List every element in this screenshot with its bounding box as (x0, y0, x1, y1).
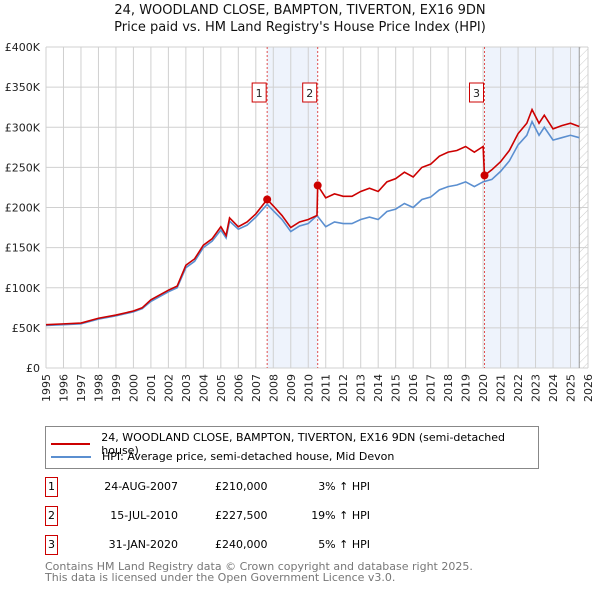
y-tick-label: £250K (5, 161, 41, 174)
transaction-price: £227,500 (215, 509, 268, 522)
x-tick-label: 2025 (565, 374, 578, 402)
legend-label: 24, WOODLAND CLOSE, BAMPTON, TIVERTON, E… (101, 431, 505, 457)
x-tick-label: 2015 (390, 374, 403, 402)
transaction-date: 15-JUL-2010 (110, 509, 178, 522)
transaction-row: 2 15-JUL-2010 £227,500 19% ↑ HPI (45, 506, 545, 526)
transaction-price: £210,000 (215, 480, 268, 493)
sale-point (313, 181, 322, 190)
x-tick-label: 2016 (407, 374, 420, 402)
x-tick-label: 2024 (547, 374, 560, 402)
x-tick-label: 2009 (285, 374, 298, 402)
x-tick-label: 2011 (320, 374, 333, 402)
sale-label: 2 (306, 87, 313, 100)
x-tick-label: 2021 (495, 374, 508, 402)
x-tick-label: 2018 (442, 374, 455, 402)
transaction-hpi-diff: 3% ↑ HPI (318, 480, 370, 493)
y-tick-label: £200K (5, 202, 41, 215)
x-tick-label: 2006 (232, 374, 245, 402)
x-tick-label: 2002 (162, 374, 175, 402)
x-tick-label: 2023 (530, 374, 543, 402)
y-tick-label: £300K (5, 121, 41, 134)
x-tick-label: 2010 (302, 374, 315, 402)
y-tick-label: £0 (26, 362, 40, 375)
x-tick-label: 1995 (40, 374, 53, 402)
transaction-badge: 3 (45, 535, 58, 555)
sale-label-box (468, 82, 484, 103)
x-tick-label: 2000 (127, 374, 140, 402)
transaction-badge: 1 (45, 477, 58, 497)
x-tick-label: 2020 (477, 374, 490, 402)
footer-copyright: Contains HM Land Registry data © Crown c… (45, 560, 473, 573)
transaction-date: 31-JAN-2020 (108, 538, 178, 551)
sale-label: 3 (473, 87, 480, 100)
x-tick-label: 2026 (582, 374, 595, 402)
x-tick-label: 2014 (372, 374, 385, 402)
legend-red-line (51, 443, 91, 445)
sale-label-box (251, 82, 267, 103)
x-tick-label: 2012 (337, 374, 350, 402)
x-tick-label: 2008 (267, 374, 280, 402)
x-tick-label: 1996 (57, 374, 70, 402)
y-tick-label: £350K (5, 81, 41, 94)
y-tick-label: £50K (12, 322, 41, 335)
transaction-hpi-diff: 19% ↑ HPI (311, 509, 370, 522)
x-tick-label: 2017 (425, 374, 438, 402)
price-chart: 1995 1996 1997 1998 1999 2000 2001 2002 2003 2004… (5, 41, 595, 402)
sale-point (480, 171, 489, 180)
transaction-row: 3 31-JAN-2020 £240,000 5% ↑ HPI (45, 535, 545, 555)
x-tick-label: 2001 (145, 374, 158, 402)
price-paid-line (45, 107, 580, 326)
x-tick-label: 2007 (250, 374, 263, 402)
x-tick-label: 2005 (215, 374, 228, 402)
legend-item-hpi: HPI: Average price, semi-detached house,… (51, 450, 394, 463)
chart-title: 24, WOODLAND CLOSE, BAMPTON, TIVERTON, E… (114, 3, 486, 18)
legend: 24, WOODLAND CLOSE, BAMPTON, TIVERTON, E… (45, 426, 539, 469)
transaction-hpi-diff: 5% ↑ HPI (318, 538, 370, 551)
transaction-badge: 2 (45, 506, 58, 526)
y-tick-label: £400K (5, 41, 41, 54)
x-tick-label: 2022 (512, 374, 525, 402)
legend-label: HPI: Average price, semi-detached house,… (102, 450, 395, 463)
x-tick-label: 2003 (180, 374, 193, 402)
sale-point (263, 195, 272, 204)
y-tick-label: £100K (5, 282, 41, 295)
footer-licence: This data is licensed under the Open Gov… (45, 571, 396, 584)
sale-label-box (302, 82, 318, 103)
x-tick-label: 2004 (197, 374, 210, 402)
sale-label: 1 (256, 87, 263, 100)
x-tick-label: 1998 (92, 374, 105, 402)
y-tick-label: £150K (5, 242, 41, 255)
x-tick-label: 2019 (460, 374, 473, 402)
transaction-price: £240,000 (215, 538, 268, 551)
chart-subtitle: Price paid vs. HM Land Registry's House … (114, 20, 486, 35)
x-tick-label: 2013 (355, 374, 368, 402)
legend-item-property: 24, WOODLAND CLOSE, BAMPTON, TIVERTON, E… (51, 431, 538, 457)
legend-blue-line (51, 455, 91, 458)
x-tick-label: 1997 (75, 374, 88, 402)
x-tick-label: 1999 (110, 374, 123, 402)
transaction-date: 24-AUG-2007 (104, 480, 178, 493)
transaction-row: 1 24-AUG-2007 £210,000 3% ↑ HPI (45, 477, 545, 497)
